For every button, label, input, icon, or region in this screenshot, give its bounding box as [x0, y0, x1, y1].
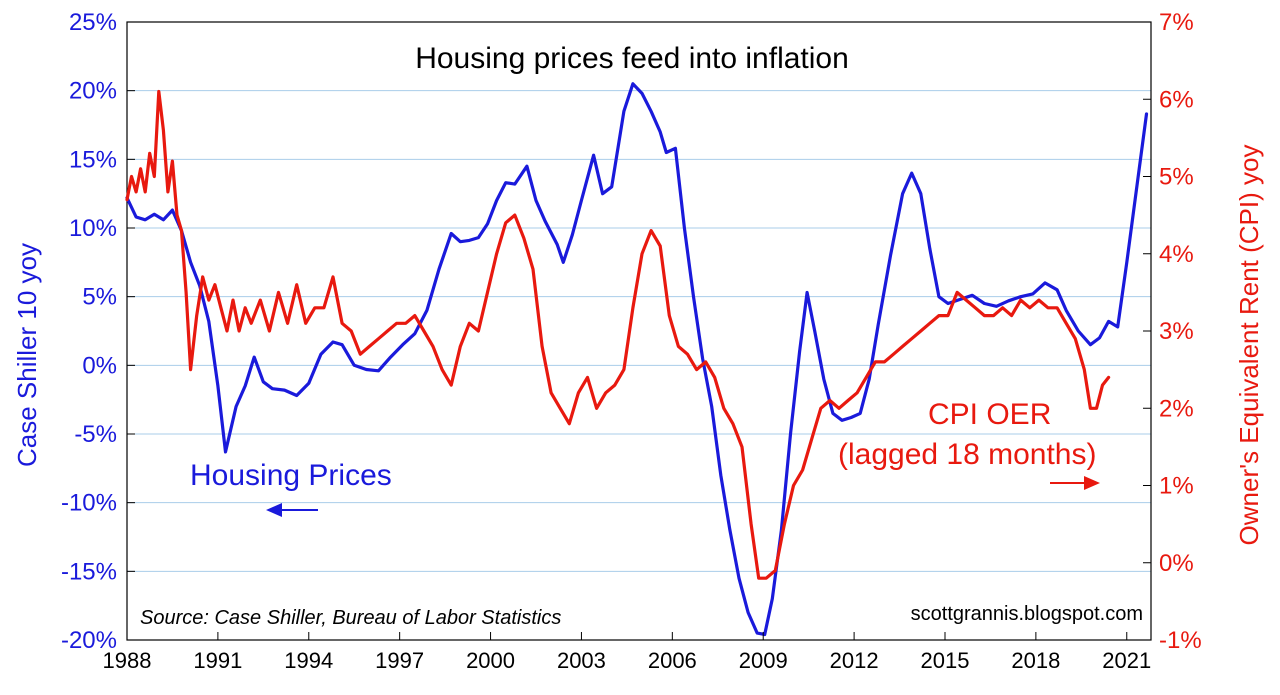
x-tick-label: 2018 [1011, 648, 1060, 673]
x-tick-label: 2015 [921, 648, 970, 673]
y-right-tick-label: 4% [1159, 241, 1194, 268]
x-tick-label: 2021 [1102, 648, 1151, 673]
series-line-cpi-oer [125, 89, 1111, 580]
y-axis-right-label: Owner's Equivalent Rent (CPI) yoy [1234, 145, 1264, 546]
x-tick-label: 1991 [193, 648, 242, 673]
x-tick-label: 2006 [648, 648, 697, 673]
y-right-tick-label: 2% [1159, 395, 1194, 422]
x-tick-label: 2009 [739, 648, 788, 673]
arrow-left-icon [266, 503, 318, 517]
y-right-tick-label: 6% [1159, 86, 1194, 113]
y-left-tick-label: -10% [61, 490, 117, 517]
x-tick-label: 1988 [103, 648, 152, 673]
annotation-housing-prices: Housing Prices [190, 459, 392, 492]
y-left-tick-label: -20% [61, 627, 117, 654]
y-axis-left-label: Case Shiller 10 yoy [12, 243, 42, 467]
ticks-group: 25% 20% 15% 10% 5% 0% -5% -10% -15% -20% 7% 6% 5% 4% 3… [61, 9, 1202, 673]
arrow-right-icon [1050, 476, 1100, 490]
y-right-tick-label: 0% [1159, 550, 1194, 577]
y-left-tick-label: 15% [69, 146, 117, 173]
y-left-tick-label: 10% [69, 215, 117, 242]
chart-title: Housing prices feed into inflation [415, 42, 849, 75]
y-right-tick-label: 3% [1159, 318, 1194, 345]
annotation-lagged: (lagged 18 months) [838, 438, 1097, 471]
credit-note: scottgrannis.blogspot.com [911, 603, 1143, 625]
y-left-tick-label: 0% [82, 352, 117, 379]
x-tick-label: 2003 [557, 648, 606, 673]
source-note: Source: Case Shiller, Bureau of Labor St… [140, 607, 561, 629]
x-tick-label: 2012 [830, 648, 879, 673]
y-right-tick-label: -1% [1159, 627, 1202, 654]
y-left-tick-label: -15% [61, 558, 117, 585]
annotation-cpi-oer: CPI OER [928, 398, 1051, 431]
y-right-tick-label: 5% [1159, 164, 1194, 191]
y-right-tick-label: 7% [1159, 9, 1194, 36]
x-tick-label: 2000 [466, 648, 515, 673]
x-tick-label: 1997 [375, 648, 424, 673]
series-line-housing-prices [125, 82, 1149, 637]
y-left-tick-label: 25% [69, 9, 117, 36]
y-left-tick-label: -5% [74, 421, 117, 448]
series-group [125, 82, 1149, 637]
y-left-tick-label: 20% [69, 78, 117, 105]
y-right-tick-label: 1% [1159, 473, 1194, 500]
x-tick-label: 1994 [284, 648, 333, 673]
y-left-tick-label: 5% [82, 284, 117, 311]
